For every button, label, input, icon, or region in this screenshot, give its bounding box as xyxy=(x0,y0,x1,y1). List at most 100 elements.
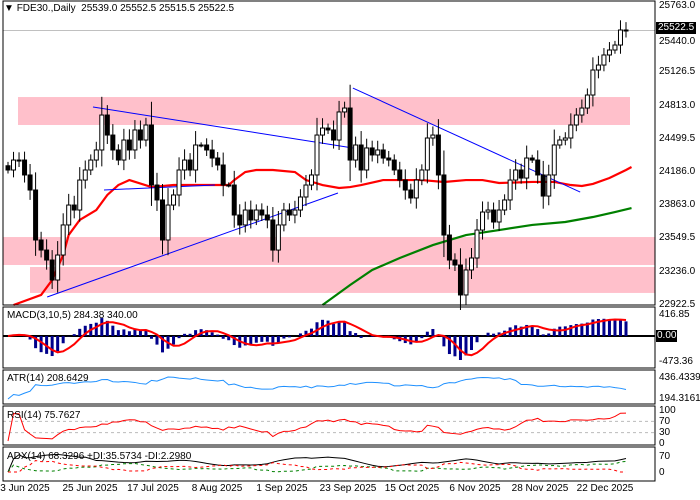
macd-label: MACD(3,10,5) 284.38 340.00 xyxy=(7,310,138,321)
rsi-line xyxy=(7,412,627,442)
macd-histogram-bar xyxy=(83,325,87,336)
candle-body xyxy=(408,189,414,199)
atr-axis-max: 436.4339 xyxy=(659,372,700,383)
candle-body xyxy=(182,159,188,171)
macd-histogram-bar xyxy=(298,333,302,336)
candle-body xyxy=(402,179,408,191)
macd-histogram-bar xyxy=(591,319,595,336)
candle-body xyxy=(143,124,149,141)
macd-histogram-bar xyxy=(177,336,181,339)
candle-body xyxy=(22,159,28,176)
candle-body xyxy=(446,234,452,261)
macd-histogram-bar xyxy=(552,328,556,336)
macd-histogram-bar xyxy=(414,336,418,342)
atr-label: ATR(14) 208.6429 xyxy=(7,373,89,384)
candle-body xyxy=(612,44,618,51)
candle-body xyxy=(55,254,61,281)
macd-histogram-bar xyxy=(94,322,98,336)
candle-body xyxy=(27,174,33,191)
macd-histogram-bar xyxy=(442,336,446,347)
panel-frame xyxy=(2,306,656,369)
candle-body xyxy=(33,189,39,241)
panel-frame xyxy=(2,0,656,306)
candle-body xyxy=(264,214,270,221)
candle-body xyxy=(529,157,535,161)
macd-histogram-bar xyxy=(464,336,468,356)
candle-body xyxy=(518,169,524,179)
date-axis-label: 17 Jul 2025 xyxy=(127,483,179,494)
date-axis-label: 15 Oct 2025 xyxy=(384,483,440,494)
macd-histogram-bar xyxy=(111,325,115,336)
macd-histogram-bar xyxy=(100,318,104,336)
date-axis-label: 1 Sep 2025 xyxy=(256,483,308,494)
candle-body xyxy=(623,29,629,32)
candle-body xyxy=(474,229,480,259)
candle-body xyxy=(617,29,623,46)
macd-histogram-bar xyxy=(276,336,280,343)
candle-body xyxy=(342,107,348,113)
candle-body xyxy=(110,134,116,151)
macd-histogram-bar xyxy=(425,331,429,336)
macd-histogram-bar xyxy=(116,330,120,336)
macd-histogram-bar xyxy=(282,336,286,339)
macd-histogram-bar xyxy=(519,326,523,336)
candle-body xyxy=(419,169,425,181)
trendline xyxy=(92,106,353,149)
candle-body xyxy=(60,224,66,256)
candle-body xyxy=(38,239,44,251)
macd-histogram-bar xyxy=(354,333,358,336)
macd-histogram-bar xyxy=(194,330,198,336)
candle-body xyxy=(303,184,309,198)
macd-signal-line xyxy=(7,318,627,357)
candle-body xyxy=(226,184,232,187)
macd-histogram-bar xyxy=(61,336,65,344)
macd-histogram-bar xyxy=(249,336,253,346)
minus-di-line xyxy=(8,460,626,473)
candle-body xyxy=(491,209,497,223)
candle-body xyxy=(165,204,171,241)
price-axis-label: 23863.0 xyxy=(659,199,696,211)
candle-body xyxy=(49,259,55,281)
macd-histogram-bar xyxy=(271,336,275,346)
candle-body xyxy=(187,159,193,171)
candle-body xyxy=(397,169,403,181)
price-axis-label: 23236.0 xyxy=(659,265,696,277)
macd-histogram-bar xyxy=(227,336,231,341)
panel-frame xyxy=(2,446,656,482)
symbol-label: FDE30.,Daily xyxy=(16,3,76,14)
candle-body xyxy=(441,174,447,236)
candle-body xyxy=(154,184,160,201)
candle-body xyxy=(275,224,281,251)
macd-histogram-bar xyxy=(348,331,352,336)
macd-histogram-bar xyxy=(56,336,60,352)
macd-histogram-bar xyxy=(243,336,247,346)
adx-axis-0: 0 xyxy=(659,467,665,478)
candle-body xyxy=(457,264,463,296)
macd-histogram-bar xyxy=(618,320,622,336)
macd-histogram-bar xyxy=(34,336,38,349)
candle-body xyxy=(171,194,177,206)
candle-body xyxy=(469,257,474,271)
candle-body xyxy=(215,157,221,166)
candle-body xyxy=(320,127,326,136)
candle-body xyxy=(314,134,320,176)
candle-body xyxy=(71,204,77,211)
macd-histogram-bar xyxy=(563,326,567,336)
macd-histogram-bar xyxy=(39,336,43,353)
macd-histogram-bar xyxy=(304,330,308,336)
triangle-down-icon[interactable]: ▼ xyxy=(4,3,14,14)
date-axis-label: 22 Dec 2025 xyxy=(576,483,634,494)
candle-body xyxy=(132,129,138,151)
candle-body xyxy=(66,204,72,226)
candle-body xyxy=(231,184,237,216)
candle-body xyxy=(502,199,508,211)
macd-histogram-bar xyxy=(138,330,142,336)
candle-body xyxy=(540,174,546,197)
macd-histogram-bar xyxy=(326,320,330,336)
macd-histogram-bar xyxy=(580,323,584,336)
macd-histogram-bar xyxy=(221,336,225,339)
adx-label: ADX(14) 68.3296 +DI:35.5734 -DI:2.2980 xyxy=(7,451,192,462)
candle-body xyxy=(237,214,243,226)
candle-body xyxy=(573,114,579,126)
